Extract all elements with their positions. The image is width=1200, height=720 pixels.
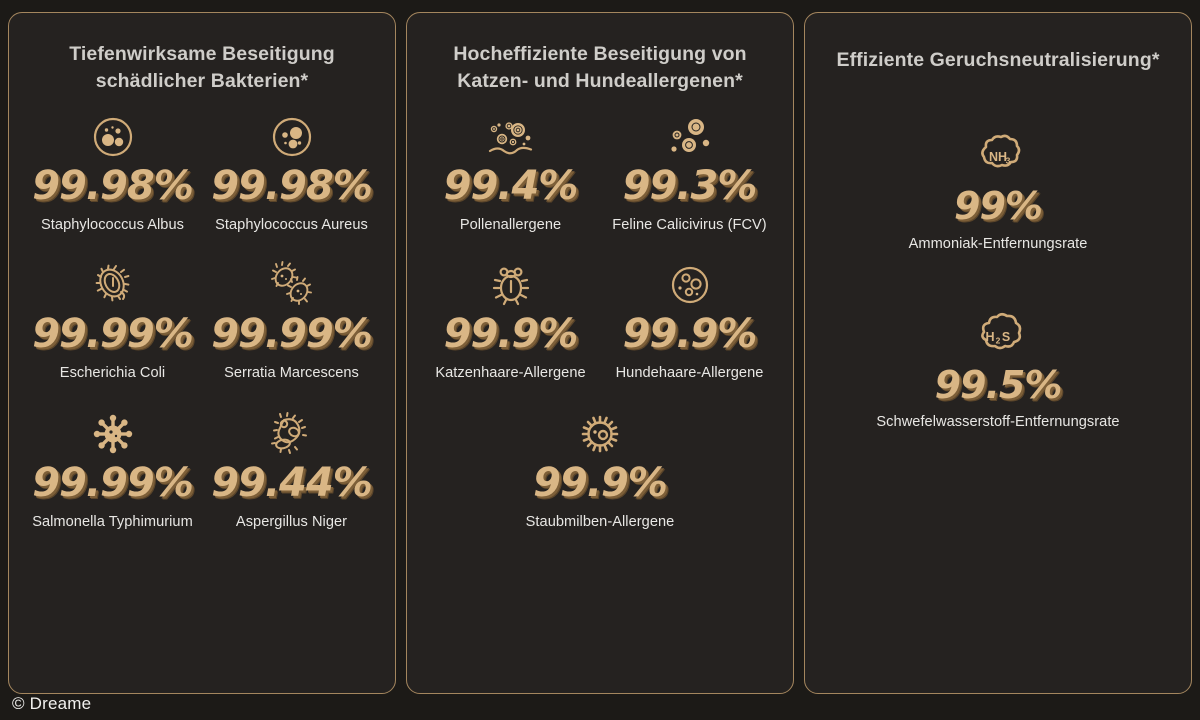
panel-bacteria: Tiefenwirksame Beseitigung schädlicher B… (8, 12, 396, 694)
h2s-formula-sub: 2 (996, 335, 1001, 345)
stat-value: 99.9% (443, 311, 579, 358)
virus-particles-icon (664, 109, 716, 165)
stat-item: 99.4% Pollenallergene (421, 109, 600, 236)
rod-bacterium-flagella-icon (89, 257, 137, 313)
stat-label: Schwefelwasserstoff-Entfernungsrate (876, 414, 1120, 431)
stat-item: NH 3 99% Ammoniak-Entfernungsrate (819, 130, 1177, 255)
petri-dish-colonies-icon (89, 109, 137, 165)
stat-item: 99.99% Serratia Marcescens (202, 257, 381, 384)
stat-label: Staphylococcus Albus (41, 216, 184, 233)
stat-value: 99.3% (622, 162, 758, 209)
stats-grid-bacteria: 99.98% Staphylococcus Albus 99.98% Staph… (23, 109, 381, 555)
stat-item: 99.9% Hundehaare-Allergene (600, 257, 779, 384)
stat-label: Feline Calicivirus (FCV) (612, 216, 767, 233)
stat-value: 99.99% (32, 311, 194, 358)
stat-item: 99.99% Salmonella Typhimurium (23, 406, 202, 533)
ammonia-cloud-icon: NH 3 (970, 130, 1026, 186)
stat-item: 99.44% Aspergillus Niger (202, 406, 381, 533)
ammonia-formula-text: NH (989, 150, 1007, 164)
ammonia-formula-sub: 3 (1006, 155, 1011, 165)
stat-item: 99.98% Staphylococcus Aureus (202, 109, 381, 236)
stat-label: Pollenallergene (459, 216, 562, 233)
pollen-particles-icon (485, 109, 537, 165)
panel-allergens: Hocheffiziente Beseitigung von Katzen- u… (406, 12, 794, 694)
stat-value: 99.5% (934, 362, 1063, 407)
stat-value: 99.99% (211, 311, 373, 358)
stat-value: 99.44% (211, 460, 373, 507)
h2s-formula-s: S (1002, 330, 1010, 344)
stat-item: 99.9% Katzenhaare-Allergene (421, 257, 600, 384)
spiky-virus-icon (89, 406, 137, 462)
stat-value: 99.4% (443, 162, 579, 209)
stat-label: Staphylococcus Aureus (215, 216, 368, 233)
stat-item: 99.98% Staphylococcus Albus (23, 109, 202, 236)
stat-value: 99.9% (622, 311, 758, 358)
stat-item: 99.9% Staubmilben-Allergene (511, 406, 690, 533)
stat-item: 99.99% Escherichia Coli (23, 257, 202, 384)
stat-item: 99.3% Feline Calicivirus (FCV) (600, 109, 779, 236)
stat-value: 99.99% (32, 460, 194, 507)
h2s-formula-h: H (985, 330, 994, 344)
stat-label: Salmonella Typhimurium (32, 513, 193, 530)
stat-label: Hundehaare-Allergene (615, 365, 764, 382)
stat-value: 99.98% (32, 162, 194, 209)
stat-value: 99.9% (533, 460, 668, 507)
petri-dish-colonies-icon (268, 109, 316, 165)
copyright-notice: © Dreame (12, 694, 92, 713)
stat-label: Katzenhaare-Allergene (435, 365, 586, 382)
mold-spore-icon (268, 406, 316, 462)
panel-title-allergens: Hocheffiziente Beseitigung von Katzen- u… (453, 43, 747, 92)
stats-grid-odor: NH 3 99% Ammoniak-Entfernungsrate H 2 S (819, 88, 1177, 487)
stats-grid-allergens: 99.4% Pollenallergene (421, 109, 779, 555)
stat-label: Aspergillus Niger (235, 513, 348, 530)
dust-mite-icon (487, 257, 535, 313)
panel-odor: Effiziente Geruchsneutralisierung* NH 3 … (804, 12, 1192, 694)
stat-value: 99% (954, 183, 1043, 228)
stat-label: Staubmilben-Allergene (525, 513, 675, 530)
stat-label: Escherichia Coli (59, 365, 166, 382)
two-bacilli-cilia-icon (268, 257, 316, 313)
hydrogen-sulfide-cloud-icon: H 2 S (970, 309, 1026, 365)
panel-title-odor: Effiziente Geruchsneutralisierung* (836, 49, 1160, 71)
stat-value: 99.98% (211, 162, 373, 209)
petri-dish-colonies-icon (666, 257, 714, 313)
stat-label: Ammoniak-Entfernungsrate (908, 235, 1088, 252)
stat-label: Serratia Marcescens (224, 365, 359, 382)
stat-item: H 2 S 99.5% Schwefelwasserstoff-Entfernu… (819, 309, 1177, 434)
panel-title-bacteria: Tiefenwirksame Beseitigung schädlicher B… (69, 43, 335, 92)
spiky-mite-cell-icon (576, 406, 624, 462)
